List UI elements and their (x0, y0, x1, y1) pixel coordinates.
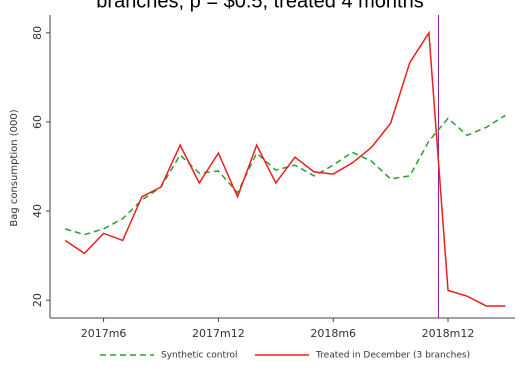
legend-label: Treated in December (3 branches) (315, 351, 470, 361)
chart-title: branches, p = $0.5, treated 4 months (96, 0, 423, 12)
legend-label: Synthetic control (161, 351, 238, 361)
y-tick-label: 60 (31, 115, 44, 129)
x-tick-label: 2017m6 (81, 327, 127, 340)
legend: Synthetic control Treated in December (3 … (100, 351, 470, 361)
y-axis-label: Bag consumption (000) (9, 109, 20, 226)
x-tick-label: 2017m12 (192, 327, 245, 340)
x-tick-label: 2018m12 (422, 327, 475, 340)
y-tick-label: 20 (31, 293, 44, 307)
y-tick-label: 80 (31, 26, 44, 40)
y-tick-label: 40 (31, 204, 44, 218)
x-tick-label: 2018m6 (310, 327, 356, 340)
series-line (64, 30, 506, 307)
